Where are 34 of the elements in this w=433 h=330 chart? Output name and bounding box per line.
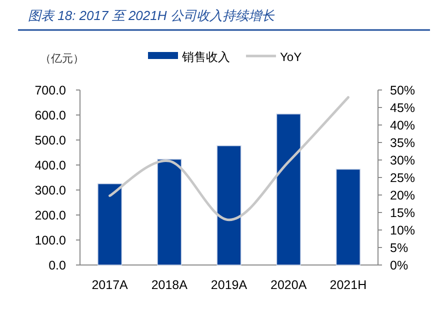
y2-tick-label: 5% (390, 241, 408, 255)
x-tick-label: 2017A (92, 278, 129, 292)
bar (97, 183, 122, 266)
y-axis-title: （亿元） (40, 53, 84, 65)
bar (276, 114, 301, 266)
bar (216, 145, 242, 266)
y-tick-label: 0.0 (48, 258, 66, 272)
y2-tick-label: 45% (390, 101, 416, 115)
y2-tick-label: 50% (390, 84, 416, 98)
bar (336, 168, 361, 266)
x-tick-label: 2019A (210, 278, 248, 292)
y2-tick-label: 40% (390, 118, 416, 132)
y-tick-label: 700.0 (34, 84, 66, 98)
y-tick-label: 600.0 (34, 108, 66, 122)
y2-tick-label: 10% (390, 224, 416, 238)
y2-tick-label: 20% (390, 188, 416, 202)
y2-tick-label: 0% (390, 258, 408, 272)
bar (157, 158, 182, 266)
y2-tick-label: 25% (390, 171, 416, 185)
y-tick-label: 400.0 (34, 158, 66, 172)
chart-title: 图表 18: 2017 至 2021H 公司收入持续增长 (28, 8, 276, 23)
y-tick-label: 200.0 (34, 208, 66, 222)
y2-tick-label: 15% (390, 206, 416, 220)
x-tick-label: 2018A (151, 278, 188, 292)
y2-tick-label: 35% (390, 136, 416, 150)
x-tick-label: 2020A (270, 278, 308, 292)
legend-label: YoY (280, 50, 302, 64)
line-series (108, 96, 350, 222)
x-tick-label: 2021H (330, 278, 367, 292)
y-tick-label: 300.0 (34, 184, 66, 198)
y2-tick-label: 30% (390, 154, 416, 168)
legend-label: 销售收入 (181, 50, 230, 64)
y-tick-label: 100.0 (34, 234, 66, 248)
y-tick-label: 500.0 (34, 134, 66, 148)
